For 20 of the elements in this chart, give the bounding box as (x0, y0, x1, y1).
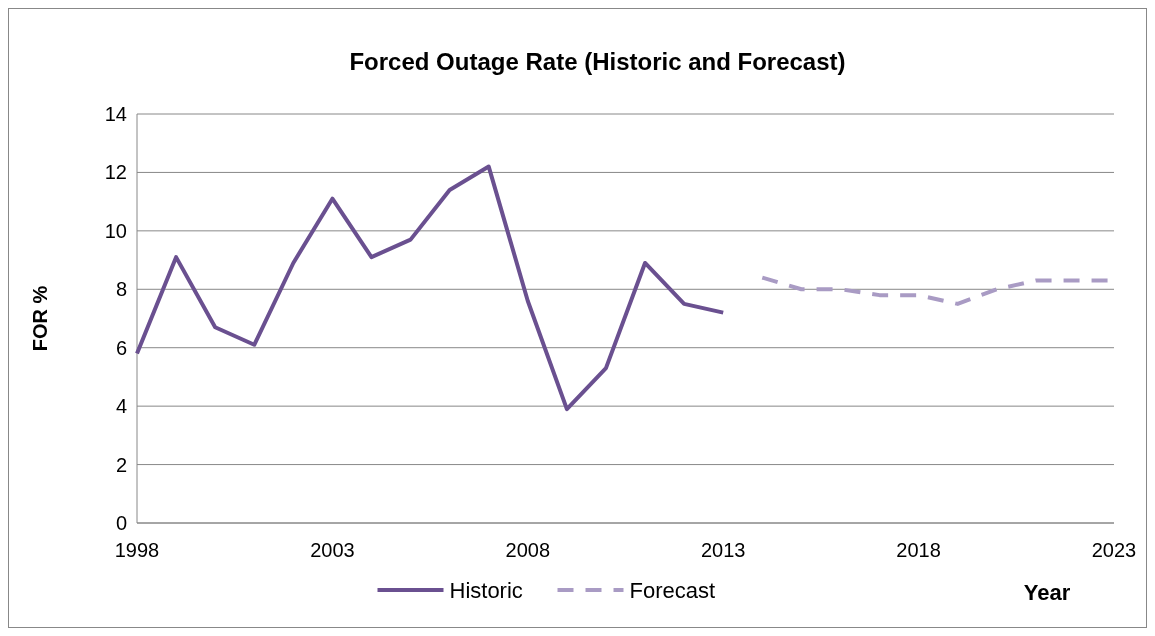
x-tick-label: 2018 (896, 539, 941, 561)
x-tick-label: 2008 (505, 539, 551, 561)
y-tick-label: 6 (115, 336, 127, 359)
chart-title: Forced Outage Rate (Historic and Forecast) (349, 48, 846, 75)
legend-label: Forecast (629, 577, 716, 603)
x-tick-label: 1998 (114, 539, 160, 561)
legend-label: Historic (449, 577, 523, 603)
line-series (135, 164, 726, 412)
y-tick-label: 2 (115, 453, 127, 476)
y-tick-label: 8 (115, 278, 127, 301)
y-tick-label: 4 (115, 395, 127, 418)
x-tick-label: 2013 (700, 539, 746, 561)
x-axis-title: Year (1023, 580, 1071, 605)
y-tick-label: 12 (104, 161, 127, 184)
y-tick-label: 14 (104, 103, 127, 125)
y-tick-label: 0 (115, 512, 127, 534)
y-axis-title: FOR % (29, 285, 51, 352)
x-tick-label: 2003 (310, 539, 355, 561)
y-tick-label: 10 (104, 219, 127, 242)
x-tick-label: 2023 (1091, 539, 1137, 561)
